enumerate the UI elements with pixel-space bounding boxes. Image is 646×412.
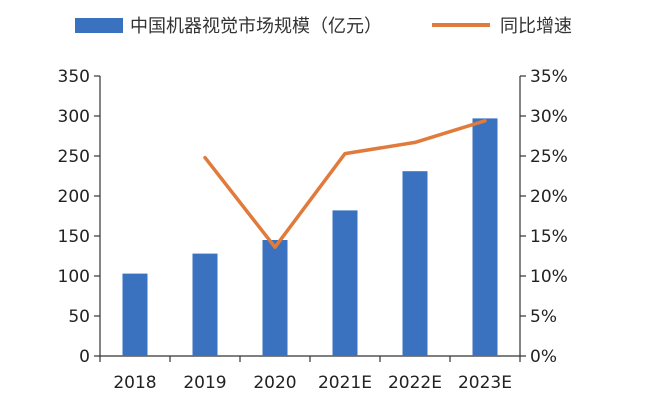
left-tick-label: 150 (58, 227, 90, 247)
bar (403, 171, 428, 356)
right-tick-label: 5% (530, 307, 557, 327)
left-tick-label: 0 (79, 347, 90, 367)
left-tick-label: 350 (58, 67, 90, 87)
legend-line-label: 同比增速 (500, 16, 572, 37)
x-tick-label: 2021E (318, 373, 372, 393)
bar (263, 240, 288, 356)
legend-bar-swatch (75, 18, 123, 33)
right-tick-label: 25% (530, 147, 568, 167)
bar (193, 254, 218, 356)
left-tick-label: 300 (58, 107, 90, 127)
x-tick-label: 2022E (388, 373, 442, 393)
bar (473, 118, 498, 356)
bar (123, 274, 148, 356)
right-tick-label: 0% (530, 347, 557, 367)
left-tick-label: 100 (58, 267, 90, 287)
x-tick-label: 2018 (113, 373, 156, 393)
bar (333, 210, 358, 356)
x-tick-label: 2019 (183, 373, 226, 393)
left-tick-label: 250 (58, 147, 90, 167)
x-tick-label: 2023E (458, 373, 512, 393)
bar-series (123, 118, 498, 356)
legend-bar-label: 中国机器视觉市场规模（亿元） (130, 16, 382, 37)
left-tick-label: 200 (58, 187, 90, 207)
right-tick-label: 15% (530, 227, 568, 247)
x-tick-label: 2020 (253, 373, 296, 393)
right-tick-label: 20% (530, 187, 568, 207)
right-tick-label: 30% (530, 107, 568, 127)
left-tick-label: 50 (68, 307, 90, 327)
right-tick-label: 10% (530, 267, 568, 287)
right-tick-label: 35% (530, 67, 568, 87)
legend: 中国机器视觉市场规模（亿元） 同比增速 (75, 16, 572, 37)
